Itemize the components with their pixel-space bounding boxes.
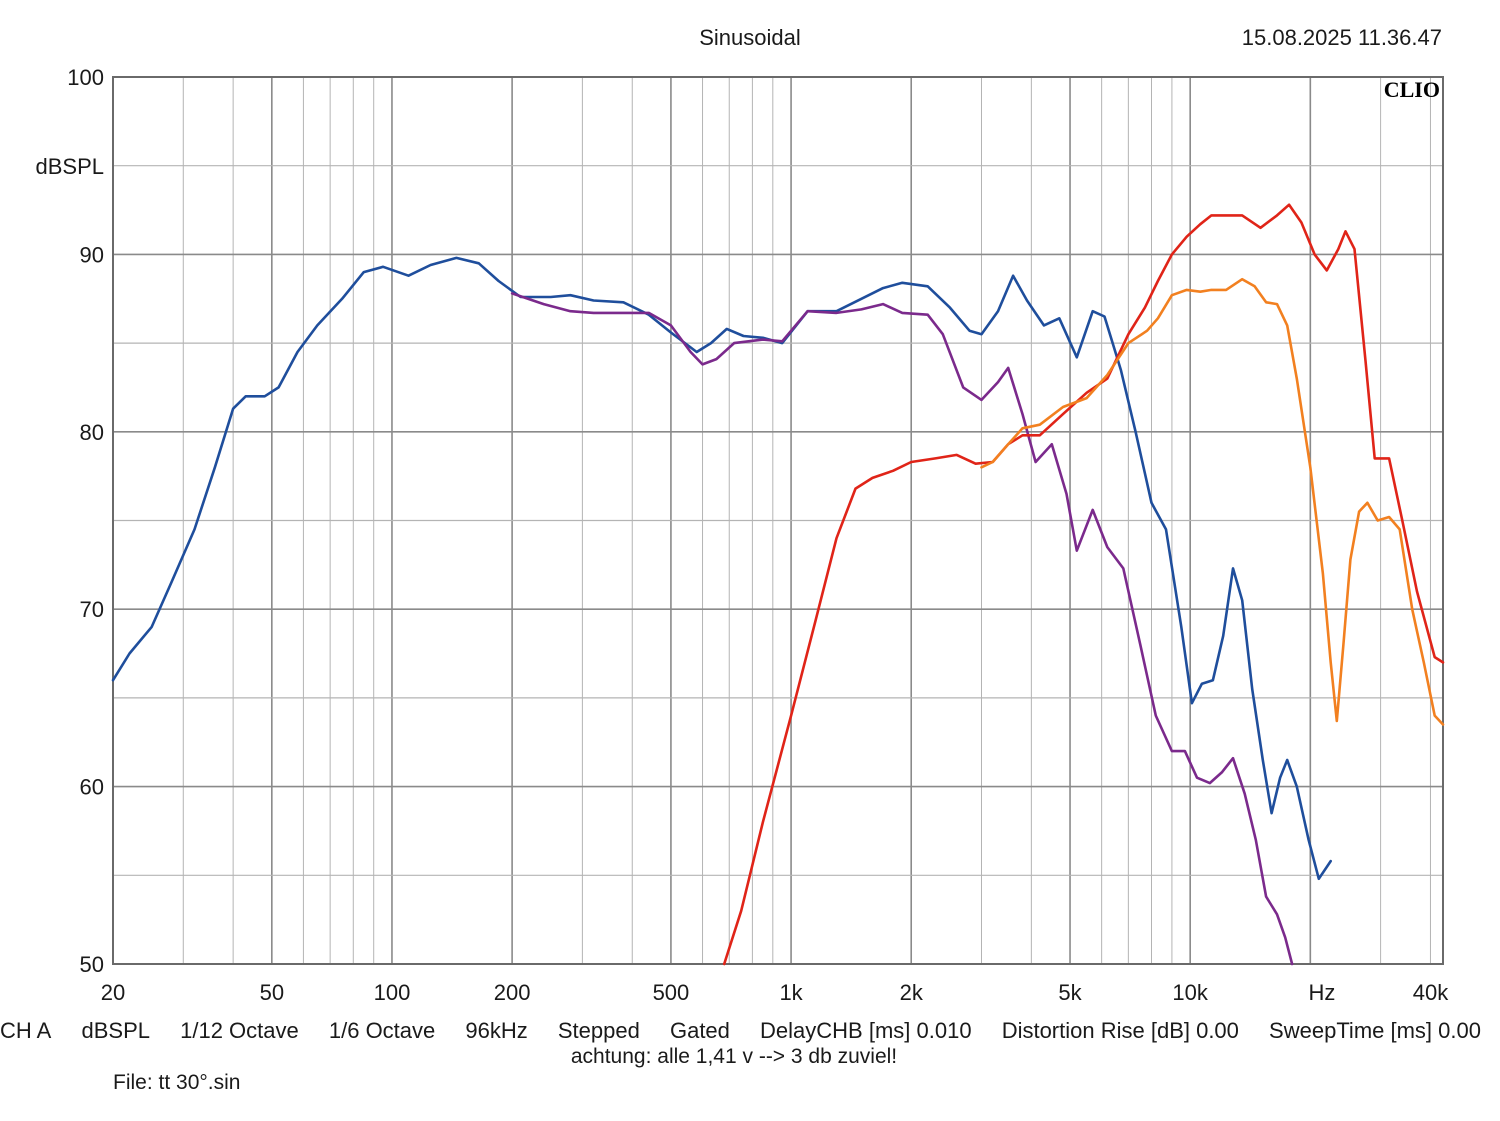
- measurement-note: achtung: alle 1,41 v --> 3 db zuviel!: [570, 1045, 898, 1068]
- x-tick-label: 100: [374, 980, 411, 1005]
- setting-smoothing: 1/12 Octave: [180, 1018, 299, 1043]
- x-tick-label: 20: [101, 980, 125, 1005]
- x-axis-unit-label: Hz: [1309, 980, 1336, 1005]
- plot-grid: [113, 77, 1443, 964]
- series-group: [111, 203, 1445, 966]
- setting-gating: Gated: [669, 1018, 730, 1043]
- x-tick-label: 10k: [1172, 980, 1208, 1005]
- series-line-2: [510, 292, 1294, 966]
- x-tick-label: 200: [494, 980, 531, 1005]
- setting-distortion-rise: Distortion Rise [dB] 0.00: [1001, 1018, 1239, 1043]
- x-tick-label: 1k: [779, 980, 803, 1005]
- setting-unit: dBSPL: [81, 1018, 150, 1043]
- chart-title: Sinusoidal: [699, 25, 801, 50]
- x-tick-label: 5k: [1058, 980, 1082, 1005]
- y-axis-ticks: 100 90 80 70 60 50: [67, 65, 104, 977]
- setting-resolution: 1/6 Octave: [328, 1018, 436, 1043]
- x-tick-label: 2k: [900, 980, 924, 1005]
- y-tick-label: 70: [80, 597, 104, 622]
- x-tick-label: 50: [260, 980, 284, 1005]
- x-tick-label: 40k: [1413, 980, 1449, 1005]
- series-line-3: [722, 203, 1445, 966]
- x-axis-ticks: 20 50 100 200 500 1k 2k 5k 10k 40k: [101, 980, 1449, 1005]
- setting-sample-rate: 96kHz: [465, 1018, 528, 1043]
- setting-channel: CH A: [0, 1018, 52, 1043]
- y-tick-label: 60: [80, 775, 104, 800]
- brand-logo: CLIO: [1384, 77, 1440, 102]
- y-tick-label: 50: [80, 952, 104, 977]
- measurement-timestamp: 15.08.2025 11.36.47: [1241, 25, 1442, 50]
- measurement-settings: CH A dBSPL 1/12 Octave 1/6 Octave 96kHz …: [0, 1018, 1500, 1044]
- setting-sweep-time: SweepTime [ms] 0.00: [1269, 1018, 1481, 1043]
- x-tick-label: 500: [653, 980, 690, 1005]
- y-axis-label: dBSPL: [36, 154, 105, 179]
- file-name: File: tt 30°.sin: [113, 1071, 241, 1094]
- setting-delay: DelayCHB [ms] 0.010: [760, 1018, 972, 1043]
- plot-frame: [112, 76, 1444, 965]
- y-tick-label: 80: [80, 420, 104, 445]
- y-tick-label: 100: [67, 65, 104, 90]
- setting-mode: Stepped: [557, 1018, 640, 1043]
- series-line-1: [111, 256, 1332, 881]
- y-tick-label: 90: [80, 242, 104, 267]
- series-line-4: [980, 277, 1445, 726]
